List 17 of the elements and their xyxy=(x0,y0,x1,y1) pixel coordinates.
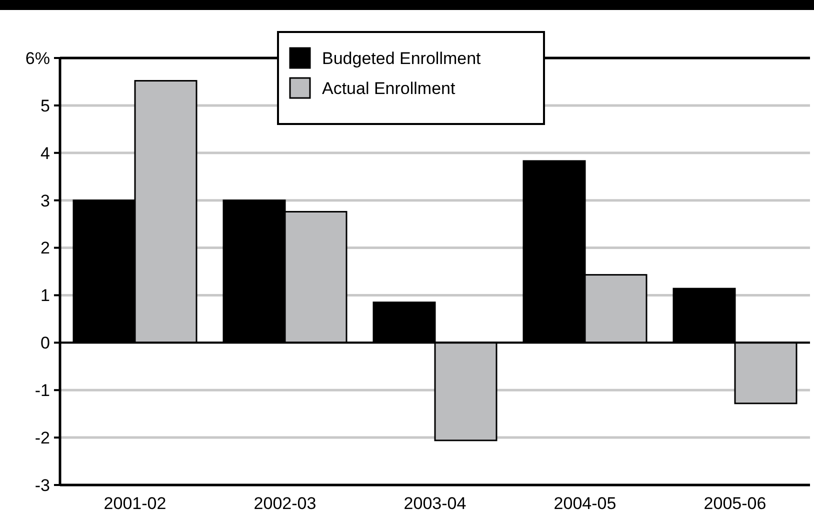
x-tick-label: 2004-05 xyxy=(554,494,616,513)
x-tick-label: 2001-02 xyxy=(104,494,166,513)
y-tick-label: 4 xyxy=(40,144,50,163)
y-tick-label: -2 xyxy=(34,428,50,448)
y-tick-label: -3 xyxy=(34,476,50,495)
y-tick-label: 5 xyxy=(40,96,50,116)
y-tick-label: 3 xyxy=(40,191,50,210)
y-tick-label: 0 xyxy=(40,334,50,353)
y-tick-label: 1 xyxy=(40,286,50,306)
legend-label: Budgeted Enrollment xyxy=(322,48,482,68)
y-tick-label: -1 xyxy=(34,381,50,400)
x-tick-label: 2005-06 xyxy=(704,494,766,513)
y-tick-label: 2 xyxy=(40,238,50,258)
y-tick-label: 6% xyxy=(25,48,50,68)
x-tick-label: 2003-04 xyxy=(404,494,466,513)
legend-label: Actual Enrollment xyxy=(322,78,456,98)
x-tick-label: 2002-03 xyxy=(254,494,316,513)
